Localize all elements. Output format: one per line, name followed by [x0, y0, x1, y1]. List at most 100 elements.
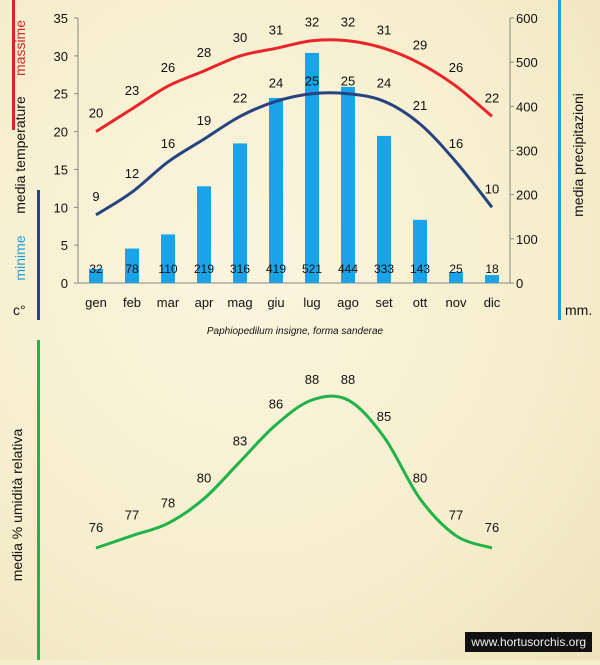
precip-bar	[377, 135, 391, 283]
min-temp-label: 24	[269, 75, 283, 90]
precip-bar	[305, 52, 319, 284]
precip-value-label: 110	[158, 262, 177, 276]
humidity-value-label: 85	[377, 409, 391, 424]
humidity-value-label: 86	[269, 397, 283, 412]
humidity-value-label: 76	[89, 520, 103, 535]
month-label: mag	[227, 295, 252, 310]
right-tick-label: 500	[516, 55, 538, 70]
max-temp-label: 31	[269, 22, 283, 37]
left-tick-label: 10	[54, 200, 68, 215]
precip-bar	[341, 86, 355, 284]
month-label: lug	[303, 295, 320, 310]
month-label: gen	[85, 295, 107, 310]
label-minime: minime	[12, 235, 28, 280]
humidity-value-label: 76	[485, 520, 499, 535]
max-temp-label: 32	[341, 15, 355, 30]
min-temp-label: 22	[233, 90, 247, 105]
humidity-value-label: 77	[125, 508, 139, 523]
max-temp-label: 22	[485, 90, 499, 105]
humidity-chart: 76 77 78 80 83 86 88 88 85 80 77 76	[89, 372, 499, 550]
max-temp-label: 30	[233, 30, 247, 45]
month-label: set	[375, 295, 393, 310]
month-label: ago	[337, 295, 359, 310]
min-temp-label: 19	[197, 113, 211, 128]
min-temp-label: 25	[341, 74, 355, 89]
left-tick-label: 15	[54, 162, 68, 177]
max-temp-label: 31	[377, 22, 391, 37]
month-label: apr	[195, 295, 214, 310]
min-temp-label: 12	[125, 166, 139, 181]
month-label: giu	[267, 295, 284, 310]
max-temp-label: 20	[89, 106, 103, 121]
left-tick-label: 5	[61, 238, 68, 253]
precip-indicator-bar	[558, 0, 561, 320]
precip-value-label: 143	[410, 262, 430, 276]
label-media-temperature: media temperature	[12, 96, 28, 214]
min-temp-label: 16	[161, 136, 175, 151]
label-media-precipitazioni: media precipitazioni	[570, 93, 586, 217]
humidity-indicator-bar	[37, 340, 40, 660]
max-temp-line	[95, 38, 493, 133]
precip-value-label: 316	[230, 262, 250, 276]
right-tick-label: 100	[516, 232, 538, 247]
precip-value-label: 32	[89, 262, 103, 276]
max-indicator-bar	[12, 0, 15, 130]
max-temp-label: 28	[197, 45, 211, 60]
label-mm-unit: mm.	[565, 302, 592, 318]
max-temp-label: 23	[125, 83, 139, 98]
precip-bar	[125, 248, 139, 283]
watermark: www.hortusorchis.org	[465, 632, 592, 652]
left-tick-label: 20	[54, 125, 68, 140]
max-temp-label: 29	[413, 37, 427, 52]
humidity-value-label: 88	[305, 372, 319, 387]
month-label: dic	[484, 295, 501, 310]
month-label: nov	[446, 295, 467, 310]
month-label: feb	[123, 295, 141, 310]
precip-bar	[449, 271, 463, 283]
precip-value-label: 444	[338, 262, 358, 276]
min-temp-line	[95, 91, 494, 217]
precip-value-label: 78	[125, 262, 139, 276]
min-indicator-bar	[37, 190, 40, 320]
humidity-value-label: 88	[341, 372, 355, 387]
precip-bar	[89, 268, 103, 283]
humidity-value-label: 77	[449, 508, 463, 523]
precip-bar	[485, 275, 499, 283]
precip-bar	[269, 97, 283, 283]
label-degree-unit: c°	[13, 302, 26, 318]
max-temp-label: 26	[161, 60, 175, 75]
precip-value-label: 25	[449, 262, 463, 276]
min-temp-label: 24	[377, 75, 391, 90]
label-massime: massime	[12, 20, 28, 76]
left-tick-label: 25	[54, 87, 68, 102]
min-temp-label: 25	[305, 74, 319, 89]
temperature-precipitation-chart: 0 5 10 15 20 25 30 35 0 100 200 300 400 500 600 gen feb m…	[54, 11, 538, 310]
min-temp-label: 16	[449, 136, 463, 151]
min-temp-label: 21	[413, 98, 427, 113]
precip-value-label: 333	[374, 262, 394, 276]
min-temp-label: 9	[92, 189, 99, 204]
right-tick-label: 0	[516, 276, 523, 291]
humidity-value-label: 80	[413, 471, 427, 486]
precip-value-label: 18	[485, 262, 499, 276]
humidity-value-label: 78	[161, 495, 175, 510]
precip-bar	[161, 234, 175, 283]
precip-bar	[197, 186, 211, 283]
humidity-line	[95, 394, 493, 550]
max-temp-label: 32	[305, 15, 319, 30]
precip-bar	[233, 143, 247, 283]
right-tick-label: 600	[516, 11, 538, 26]
precip-value-label: 521	[302, 262, 322, 276]
left-tick-label: 35	[54, 11, 68, 26]
precip-value-label: 219	[194, 262, 214, 276]
right-tick-label: 400	[516, 99, 538, 114]
label-media-umidita: media % umidità relativa	[9, 429, 25, 582]
humidity-value-label: 80	[197, 471, 211, 486]
month-label: mar	[157, 295, 180, 310]
max-temp-label: 26	[449, 60, 463, 75]
precip-bar	[413, 219, 427, 283]
humidity-value-label: 83	[233, 434, 247, 449]
left-tick-label: 30	[54, 49, 68, 64]
